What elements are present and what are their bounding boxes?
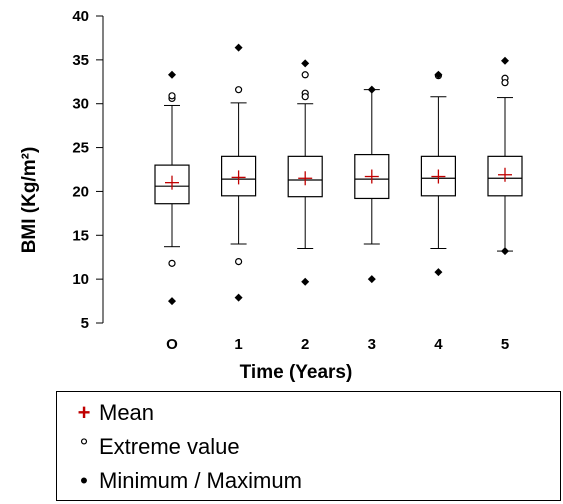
y-tick-label: 35 — [72, 52, 89, 69]
extreme-value-point — [168, 92, 176, 100]
minmax-point — [367, 85, 376, 94]
x-tick-label: 2 — [301, 336, 309, 353]
box-group — [154, 70, 190, 306]
minmax-point — [367, 275, 376, 284]
legend-item-mean: + Mean — [75, 400, 154, 426]
box-iqr — [420, 155, 456, 197]
legend-label-extreme: Extreme value — [99, 434, 240, 459]
box-group — [487, 56, 523, 256]
minmax-point — [301, 59, 310, 68]
x-tick-label: O — [166, 336, 178, 353]
x-tick-label: 3 — [368, 336, 376, 353]
minmax-point — [501, 56, 509, 65]
extreme-circle-icon: ° — [79, 434, 89, 459]
minmax-point — [434, 70, 443, 79]
box-group — [354, 85, 390, 284]
minmax-point — [301, 277, 310, 286]
box-group — [420, 70, 456, 277]
y-tick-label: 25 — [72, 140, 89, 157]
boxes — [154, 43, 523, 306]
mean-marker — [364, 169, 379, 184]
legend: + Mean ° Extreme value • Minimum / Maximum — [56, 391, 561, 501]
x-tick-labels: O 1 2 3 4 5 — [166, 336, 509, 353]
boxplot-chart: 5 10 15 20 25 30 35 40 O 1 2 3 4 5 BMI (Kg/m²) Time … — [19, 8, 523, 383]
y-tick-label: 40 — [72, 8, 89, 25]
y-axis-title: BMI (Kg/m²) — [19, 147, 40, 254]
legend-label-mean: Mean — [99, 400, 155, 425]
minmax-point — [168, 70, 176, 79]
minmax-point — [168, 297, 176, 306]
minmax-point — [234, 293, 243, 302]
extreme-value-point — [235, 258, 243, 266]
box-group — [221, 43, 257, 302]
minmax-dot-icon: • — [80, 468, 88, 493]
y-tick-label: 5 — [81, 315, 89, 332]
x-tick-label: 1 — [234, 336, 242, 353]
legend-item-minmax: • Minimum / Maximum — [75, 468, 302, 494]
y-tick-label: 20 — [72, 183, 89, 200]
y-tick-label: 30 — [72, 96, 89, 113]
x-tick-label: 4 — [434, 336, 443, 353]
x-tick-label: 5 — [501, 336, 509, 353]
extreme-value-point — [235, 86, 243, 94]
mean-plus-icon: + — [77, 400, 91, 425]
legend-item-extreme: ° Extreme value — [75, 434, 240, 460]
mean-marker — [231, 170, 246, 185]
x-axis-title: Time (Years) — [240, 362, 353, 383]
mean-marker — [165, 175, 179, 190]
y-tick-label: 10 — [72, 271, 89, 288]
extreme-value-point — [501, 79, 509, 87]
minmax-point — [501, 247, 509, 256]
mean-marker — [298, 171, 313, 186]
extreme-value-point — [168, 259, 176, 267]
minmax-point — [234, 43, 243, 52]
y-tick-label: 15 — [72, 227, 89, 244]
mean-marker — [431, 169, 446, 184]
legend-label-minmax: Minimum / Maximum — [99, 468, 302, 493]
extreme-value-point — [301, 93, 309, 101]
y-ticks: 5 10 15 20 25 30 35 40 — [72, 8, 103, 332]
extreme-value-point — [301, 71, 309, 79]
minmax-point — [434, 268, 443, 277]
box-group — [287, 59, 323, 286]
mean-marker — [498, 167, 512, 182]
